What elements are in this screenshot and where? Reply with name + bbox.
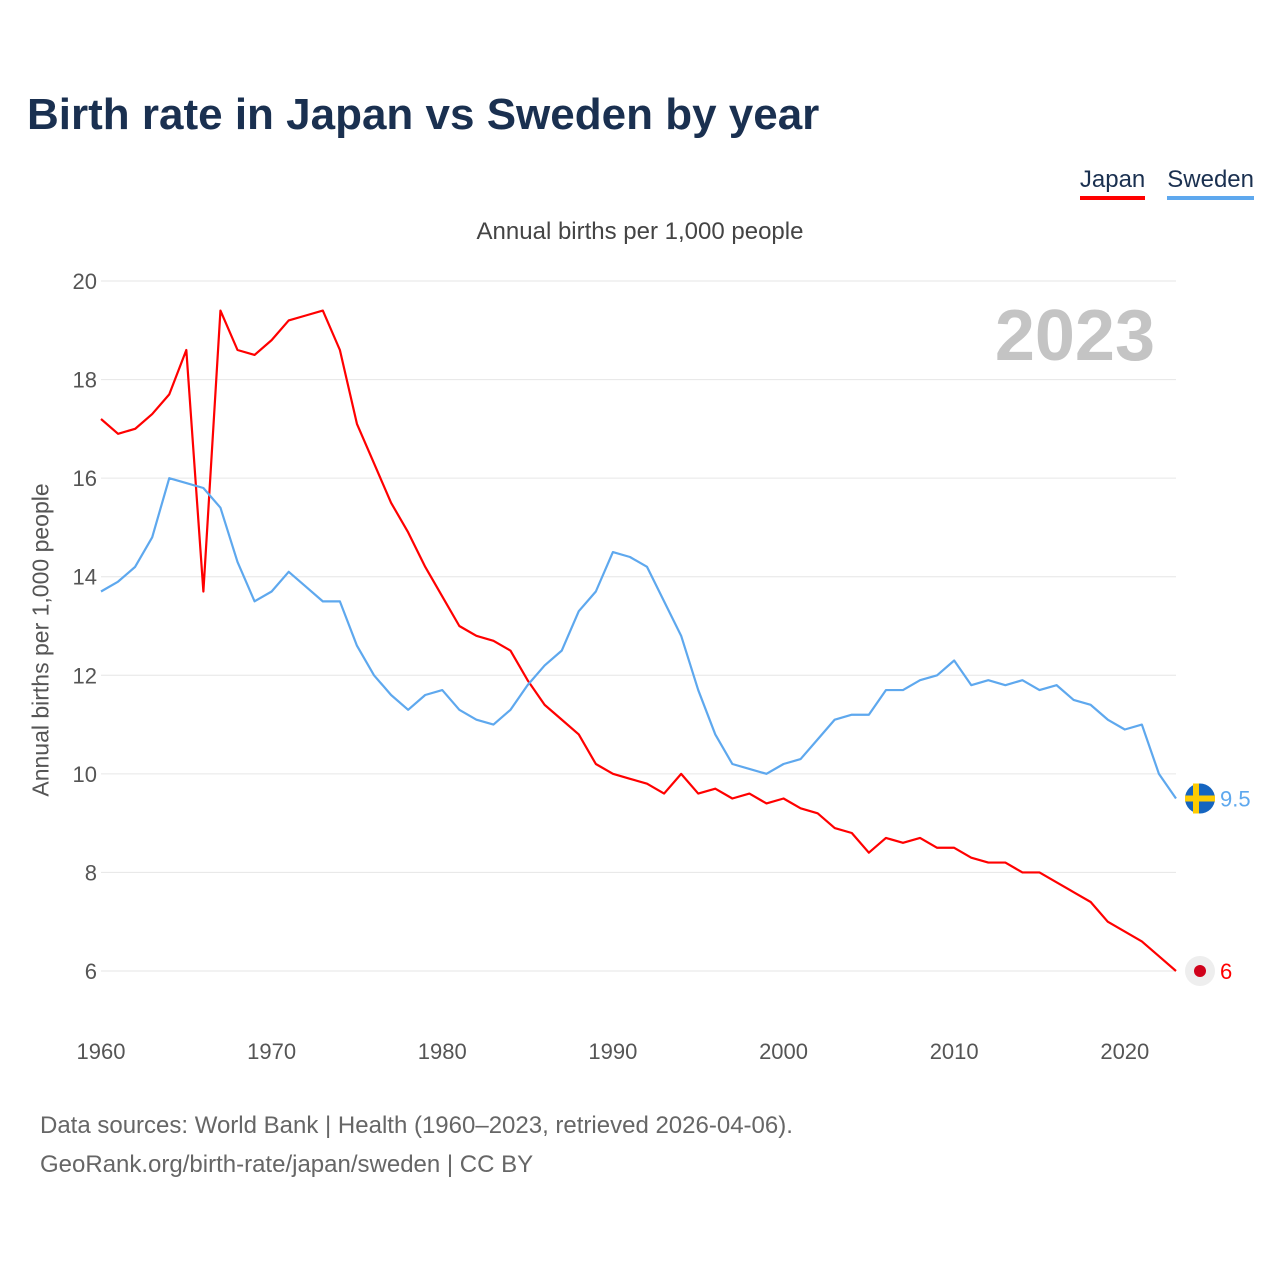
sweden-flag-cross-v xyxy=(1193,783,1199,814)
x-tick-label: 1970 xyxy=(247,1039,296,1064)
legend-japan[interactable]: Japan xyxy=(1079,166,1146,200)
chart-subtitle: Annual births per 1,000 people xyxy=(476,218,804,245)
y-tick-label: 16 xyxy=(73,466,97,491)
y-tick-label: 10 xyxy=(73,762,97,787)
source-link[interactable]: GeoRank.org/birth-rate/japan/sweden | CC… xyxy=(40,1151,534,1178)
series-line-japan xyxy=(100,309,1177,972)
series-line-sweden xyxy=(100,477,1177,800)
chart-title: Birth rate in Japan vs Sweden by year xyxy=(27,90,820,139)
legend-sweden[interactable]: Sweden xyxy=(1167,166,1254,200)
y-tick-label: 14 xyxy=(73,565,97,590)
sweden-flag-cross-h xyxy=(1185,795,1215,802)
end-value-label-japan: 6 xyxy=(1220,959,1232,984)
year-label: 2023 xyxy=(995,296,1155,376)
end-value-label-sweden: 9.5 xyxy=(1220,787,1251,812)
x-tick-label: 1980 xyxy=(418,1039,467,1064)
x-tick-label: 2000 xyxy=(759,1039,808,1064)
japan-flag-dot xyxy=(1194,965,1206,977)
y-tick-label: 18 xyxy=(73,368,97,393)
x-tick-label: 2010 xyxy=(930,1039,979,1064)
footer: Data sources: World Bank | Health (1960–… xyxy=(40,1106,793,1184)
y-tick-label: 8 xyxy=(85,860,97,885)
data-source: Data sources: World Bank | Health (1960–… xyxy=(40,1112,793,1139)
x-tick-label: 1990 xyxy=(588,1039,637,1064)
x-tick-label: 2020 xyxy=(1100,1039,1149,1064)
y-tick-label: 6 xyxy=(85,959,97,984)
y-tick-label: 20 xyxy=(73,269,97,294)
y-tick-label: 12 xyxy=(73,663,97,688)
x-tick-label: 1960 xyxy=(77,1039,126,1064)
legend: Japan Sweden xyxy=(1079,166,1254,200)
